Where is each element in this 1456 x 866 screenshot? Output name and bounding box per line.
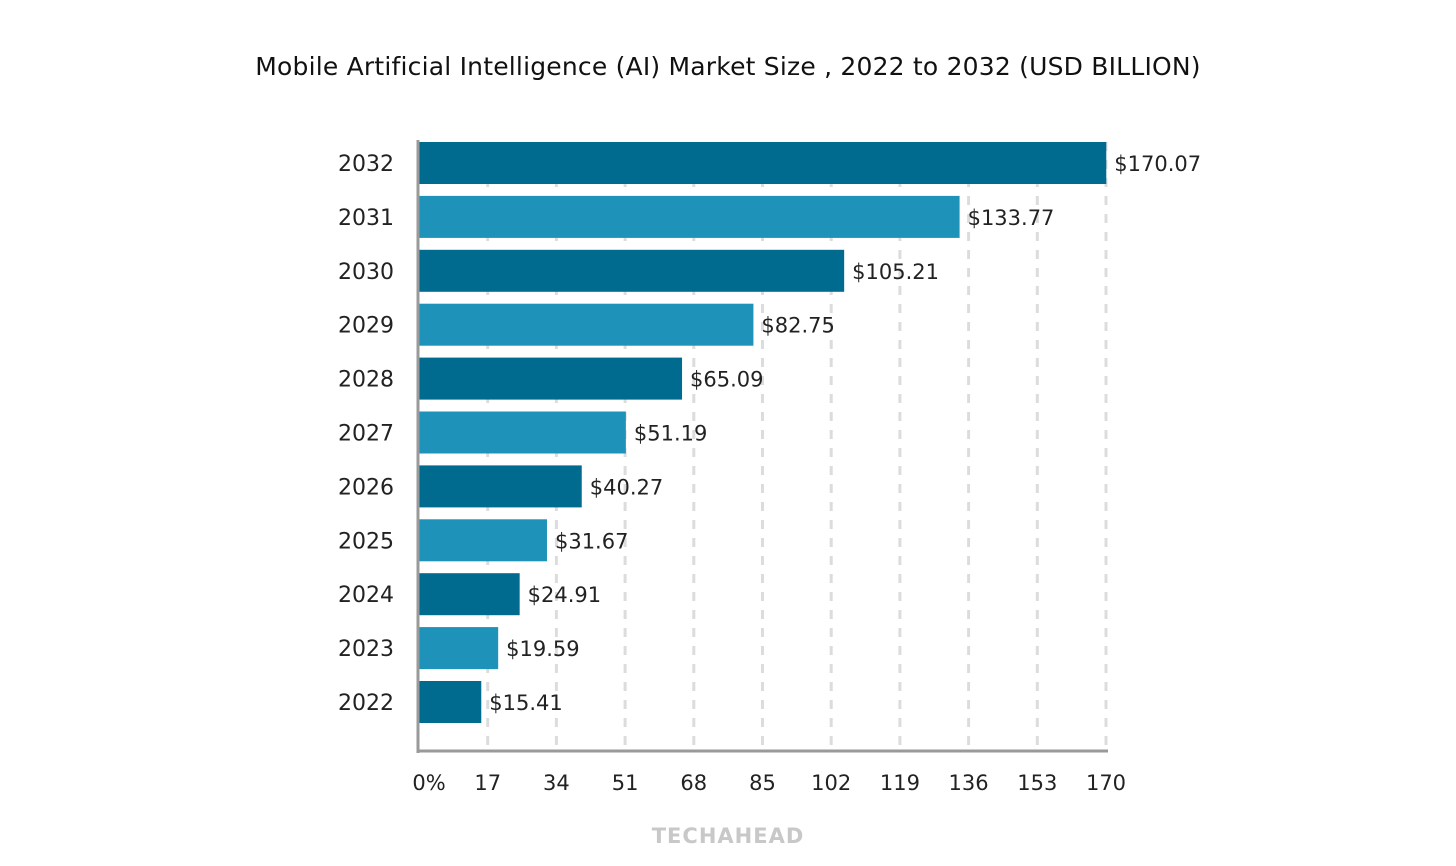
value-label: $133.77: [968, 206, 1055, 230]
value-label: $31.67: [555, 529, 628, 553]
y-tick-label: 2029: [338, 314, 394, 339]
x-tick-label: 17: [474, 771, 501, 795]
x-tick-label: 170: [1086, 771, 1126, 795]
x-tick-label: 153: [1017, 771, 1057, 795]
bar-2029: [419, 303, 754, 346]
y-tick-label: 2032: [338, 152, 394, 177]
value-label: $15.41: [489, 691, 562, 715]
x-tick-label: 102: [811, 771, 851, 795]
y-tick-label: 2025: [338, 529, 394, 554]
bar-2030: [419, 249, 845, 292]
bar-2026: [419, 465, 582, 508]
x-tick-label: 0%: [412, 771, 445, 795]
x-tick-label: 51: [612, 771, 639, 795]
x-tick-label: 119: [880, 771, 920, 795]
value-label: $105.21: [852, 260, 939, 284]
bar-2028: [419, 357, 683, 400]
value-label: $19.59: [506, 637, 579, 661]
bar-2032: [419, 142, 1107, 184]
x-tick-label: 85: [749, 771, 776, 795]
bar-2022: [419, 681, 482, 723]
bar-2024: [419, 573, 520, 616]
value-label: $51.19: [634, 422, 707, 446]
x-tick-label: 68: [680, 771, 707, 795]
value-label: $170.07: [1114, 152, 1201, 176]
y-tick-label: 2024: [338, 583, 394, 608]
techahead-logo: TECHAHEAD: [651, 824, 805, 848]
y-tick-label: 2023: [338, 637, 394, 662]
chart-title: Mobile Artificial Intelligence (AI) Mark…: [255, 52, 1201, 81]
x-tick-label: 34: [543, 771, 570, 795]
bar-2025: [419, 519, 547, 562]
y-tick-label: 2030: [338, 260, 394, 285]
y-tick-label: 2028: [338, 368, 394, 393]
bar-2027: [419, 411, 626, 454]
bar-2031: [419, 195, 960, 238]
value-label: $65.09: [690, 368, 763, 392]
value-label: $82.75: [761, 314, 834, 338]
y-tick-label: 2027: [338, 422, 394, 447]
value-label: $40.27: [590, 475, 663, 499]
y-tick-label: 2031: [338, 206, 394, 231]
y-tick-label: 2022: [338, 691, 394, 716]
y-tick-label: 2026: [338, 475, 394, 500]
value-label: $24.91: [528, 583, 601, 607]
x-tick-label: 136: [949, 771, 989, 795]
bar-2023: [419, 627, 499, 670]
